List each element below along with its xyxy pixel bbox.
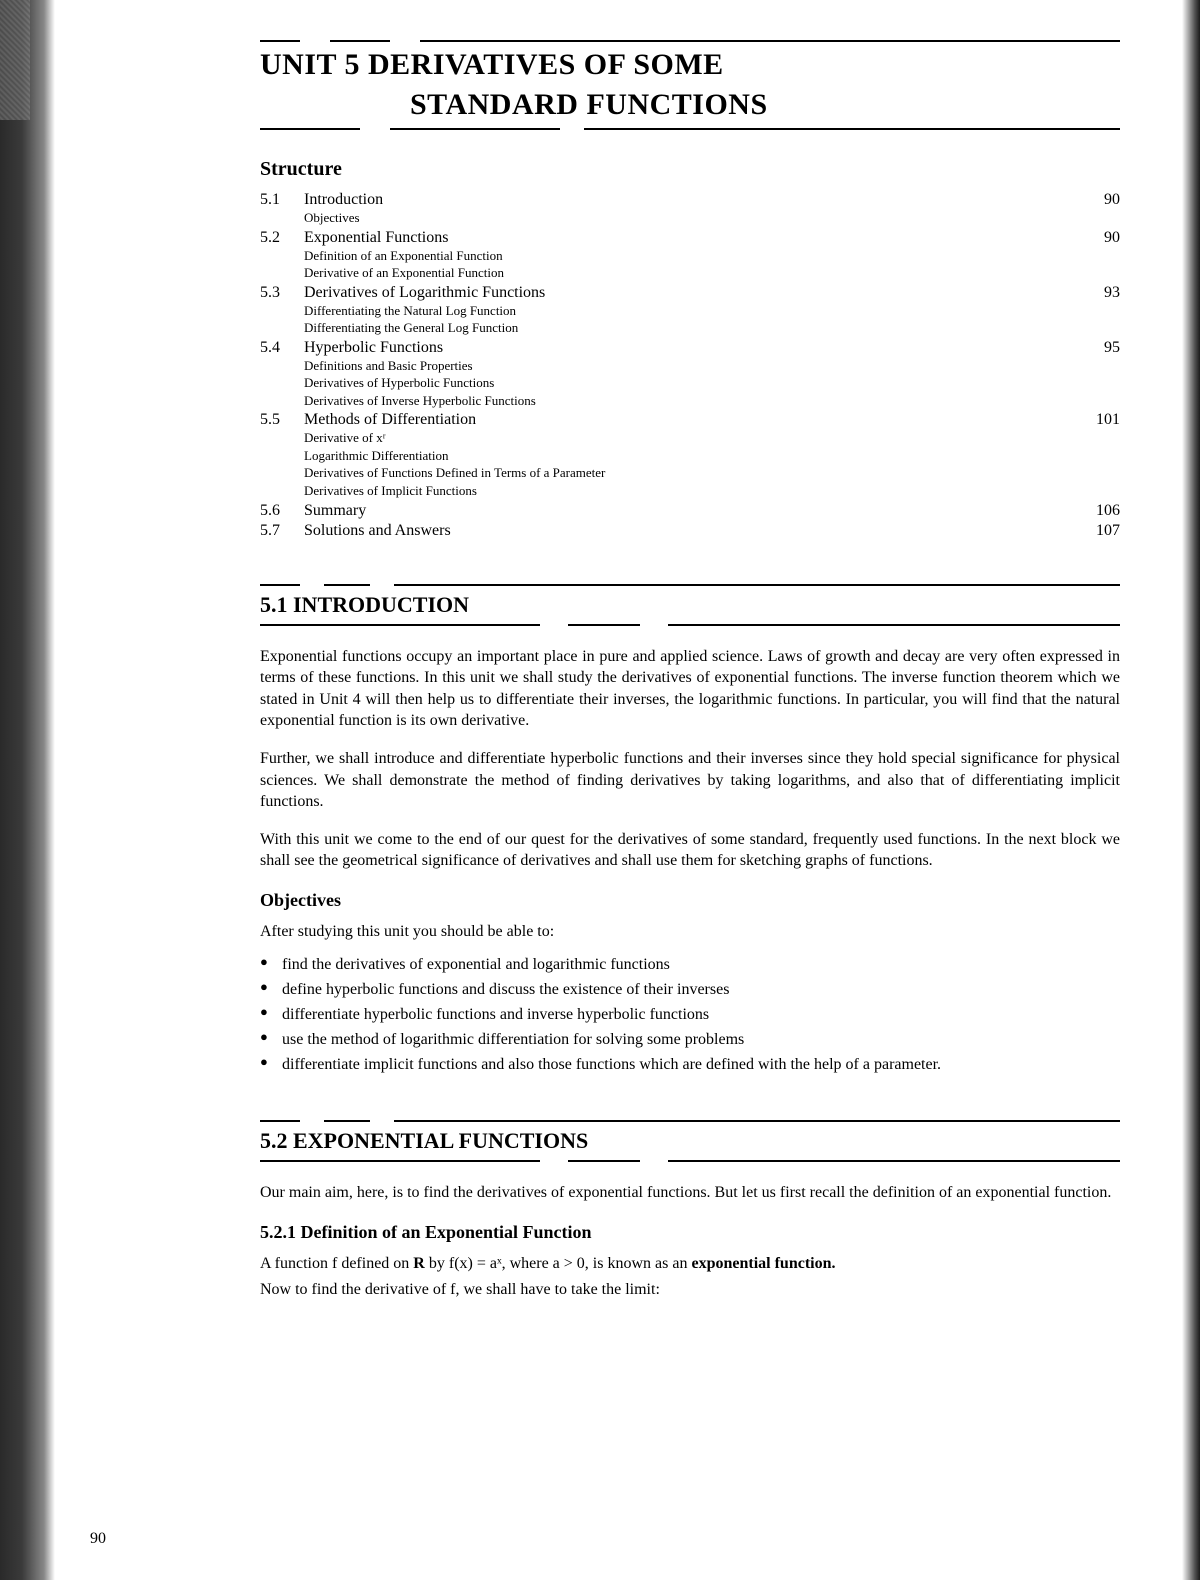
toc-subitem: Derivative of xʳ: [304, 429, 1070, 447]
objective-item: differentiate hyperbolic functions and i…: [260, 1003, 1120, 1026]
toc-main: Derivatives of Logarithmic FunctionsDiff…: [304, 284, 1070, 337]
toc-main: Hyperbolic FunctionsDefinitions and Basi…: [304, 339, 1070, 410]
intro-para-2: Further, we shall introduce and differen…: [260, 748, 1120, 813]
toc-number: 5.7: [260, 522, 304, 540]
section-heading-51: 5.1 INTRODUCTION: [260, 590, 1120, 620]
section-rule-bottom-52: [260, 1160, 1120, 1162]
s521-text-b: R: [413, 1255, 425, 1272]
toc-page: 101: [1070, 411, 1120, 429]
toc-main: IntroductionObjectives: [304, 191, 1070, 227]
toc-main: Exponential FunctionsDefinition of an Ex…: [304, 229, 1070, 282]
toc-page: 90: [1070, 191, 1120, 209]
scan-right-edge: [1182, 0, 1200, 1580]
s521-para-2: Now to find the derivative of f, we shal…: [260, 1279, 1120, 1301]
toc-subitem: Differentiating the Natural Log Function: [304, 302, 1070, 320]
intro-para-1: Exponential functions occupy an importan…: [260, 646, 1120, 732]
objective-item: find the derivatives of exponential and …: [260, 953, 1120, 976]
toc-title: Hyperbolic Functions: [304, 339, 1070, 357]
toc-title: Introduction: [304, 191, 1070, 209]
section-rule-bottom-51: [260, 624, 1120, 626]
unit-title-line2: STANDARD FUNCTIONS: [260, 88, 1120, 122]
intro-para-3: With this unit we come to the end of our…: [260, 829, 1120, 872]
s521-text-c: by f(x) = aˣ, where a > 0, is known as a…: [425, 1255, 692, 1272]
toc-row: 5.5Methods of DifferentiationDerivative …: [260, 411, 1120, 499]
toc-main: Summary: [304, 502, 1070, 520]
toc-number: 5.6: [260, 502, 304, 520]
toc-page: 90: [1070, 229, 1120, 247]
toc-subitem: Differentiating the General Log Function: [304, 319, 1070, 337]
toc-title: Solutions and Answers: [304, 522, 1070, 540]
toc-subitem: Derivative of an Exponential Function: [304, 264, 1070, 282]
toc-subitem: Definition of an Exponential Function: [304, 247, 1070, 265]
objective-item: differentiate implicit functions and als…: [260, 1053, 1120, 1076]
unit-title-line1: UNIT 5 DERIVATIVES OF SOME: [260, 48, 1120, 82]
toc-subitem: Derivatives of Functions Defined in Term…: [304, 464, 1070, 482]
toc-subitem: Derivatives of Hyperbolic Functions: [304, 374, 1070, 392]
toc-row: 5.4Hyperbolic FunctionsDefinitions and B…: [260, 339, 1120, 410]
s52-para-1: Our main aim, here, is to find the deriv…: [260, 1182, 1120, 1204]
toc-main: Solutions and Answers: [304, 522, 1070, 540]
page: UNIT 5 DERIVATIVES OF SOME STANDARD FUNC…: [0, 0, 1200, 1580]
objectives-intro: After studying this unit you should be a…: [260, 921, 1120, 943]
toc-subitem: Derivatives of Inverse Hyperbolic Functi…: [304, 392, 1070, 410]
toc-title: Summary: [304, 502, 1070, 520]
s521-text-a: A function f defined on: [260, 1255, 413, 1272]
toc-page: 107: [1070, 522, 1120, 540]
toc-subitem: Logarithmic Differentiation: [304, 447, 1070, 465]
structure-heading: Structure: [260, 158, 1120, 181]
toc-number: 5.3: [260, 284, 304, 302]
toc-page: 95: [1070, 339, 1120, 357]
title-rule-bottom: [260, 128, 1120, 130]
scan-left-edge: [0, 0, 55, 1580]
subsection-heading-521: 5.2.1 Definition of an Exponential Funct…: [260, 1222, 1120, 1243]
toc-row: 5.2Exponential FunctionsDefinition of an…: [260, 229, 1120, 282]
objective-item: use the method of logarithmic differenti…: [260, 1028, 1120, 1051]
toc-subitem: Derivatives of Implicit Functions: [304, 482, 1070, 500]
toc-page: 106: [1070, 502, 1120, 520]
objective-item: define hyperbolic functions and discuss …: [260, 978, 1120, 1001]
objectives-heading: Objectives: [260, 890, 1120, 911]
section-rule-top-51: [260, 584, 1120, 586]
title-rule-top: [260, 40, 1120, 42]
table-of-contents: 5.1IntroductionObjectives905.2Exponentia…: [260, 191, 1120, 540]
section-heading-52: 5.2 EXPONENTIAL FUNCTIONS: [260, 1126, 1120, 1156]
s521-para-1: A function f defined on R by f(x) = aˣ, …: [260, 1253, 1120, 1275]
toc-subitem: Objectives: [304, 209, 1070, 227]
toc-number: 5.1: [260, 191, 304, 209]
toc-row: 5.3Derivatives of Logarithmic FunctionsD…: [260, 284, 1120, 337]
s521-text-d: exponential function.: [691, 1255, 835, 1272]
toc-row: 5.7Solutions and Answers107: [260, 522, 1120, 540]
toc-page: 93: [1070, 284, 1120, 302]
toc-main: Methods of DifferentiationDerivative of …: [304, 411, 1070, 499]
toc-row: 5.6Summary106: [260, 502, 1120, 520]
toc-subitem: Definitions and Basic Properties: [304, 357, 1070, 375]
section-rule-top-52: [260, 1120, 1120, 1122]
toc-title: Exponential Functions: [304, 229, 1070, 247]
page-number: 90: [90, 1530, 106, 1548]
toc-title: Methods of Differentiation: [304, 411, 1070, 429]
toc-number: 5.5: [260, 411, 304, 429]
objectives-list: find the derivatives of exponential and …: [260, 953, 1120, 1077]
toc-title: Derivatives of Logarithmic Functions: [304, 284, 1070, 302]
toc-number: 5.2: [260, 229, 304, 247]
toc-row: 5.1IntroductionObjectives90: [260, 191, 1120, 227]
scan-grain: [0, 0, 30, 120]
toc-number: 5.4: [260, 339, 304, 357]
